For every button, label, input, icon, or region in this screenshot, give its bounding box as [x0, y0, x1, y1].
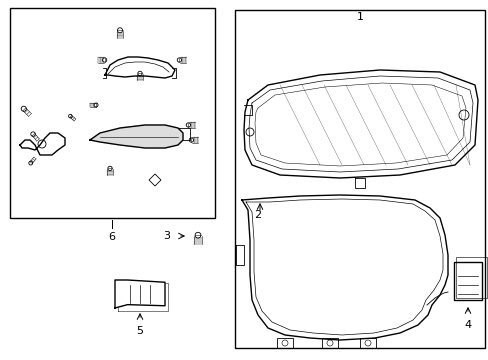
Polygon shape [115, 280, 164, 308]
Bar [276, 338, 292, 348]
Text: 6: 6 [108, 232, 115, 242]
Bar [321, 338, 337, 348]
Bar [10, 8, 215, 218]
Text: 2: 2 [254, 210, 261, 220]
Polygon shape [242, 195, 447, 340]
Bar [359, 338, 375, 348]
Polygon shape [90, 125, 183, 148]
Text: 5: 5 [136, 326, 143, 336]
Bar [453, 262, 481, 300]
Text: 1: 1 [356, 12, 363, 22]
Bar [455, 257, 486, 298]
Text: 4: 4 [464, 320, 470, 330]
Bar [235, 10, 484, 348]
Polygon shape [244, 70, 477, 178]
Text: 3: 3 [163, 231, 170, 241]
